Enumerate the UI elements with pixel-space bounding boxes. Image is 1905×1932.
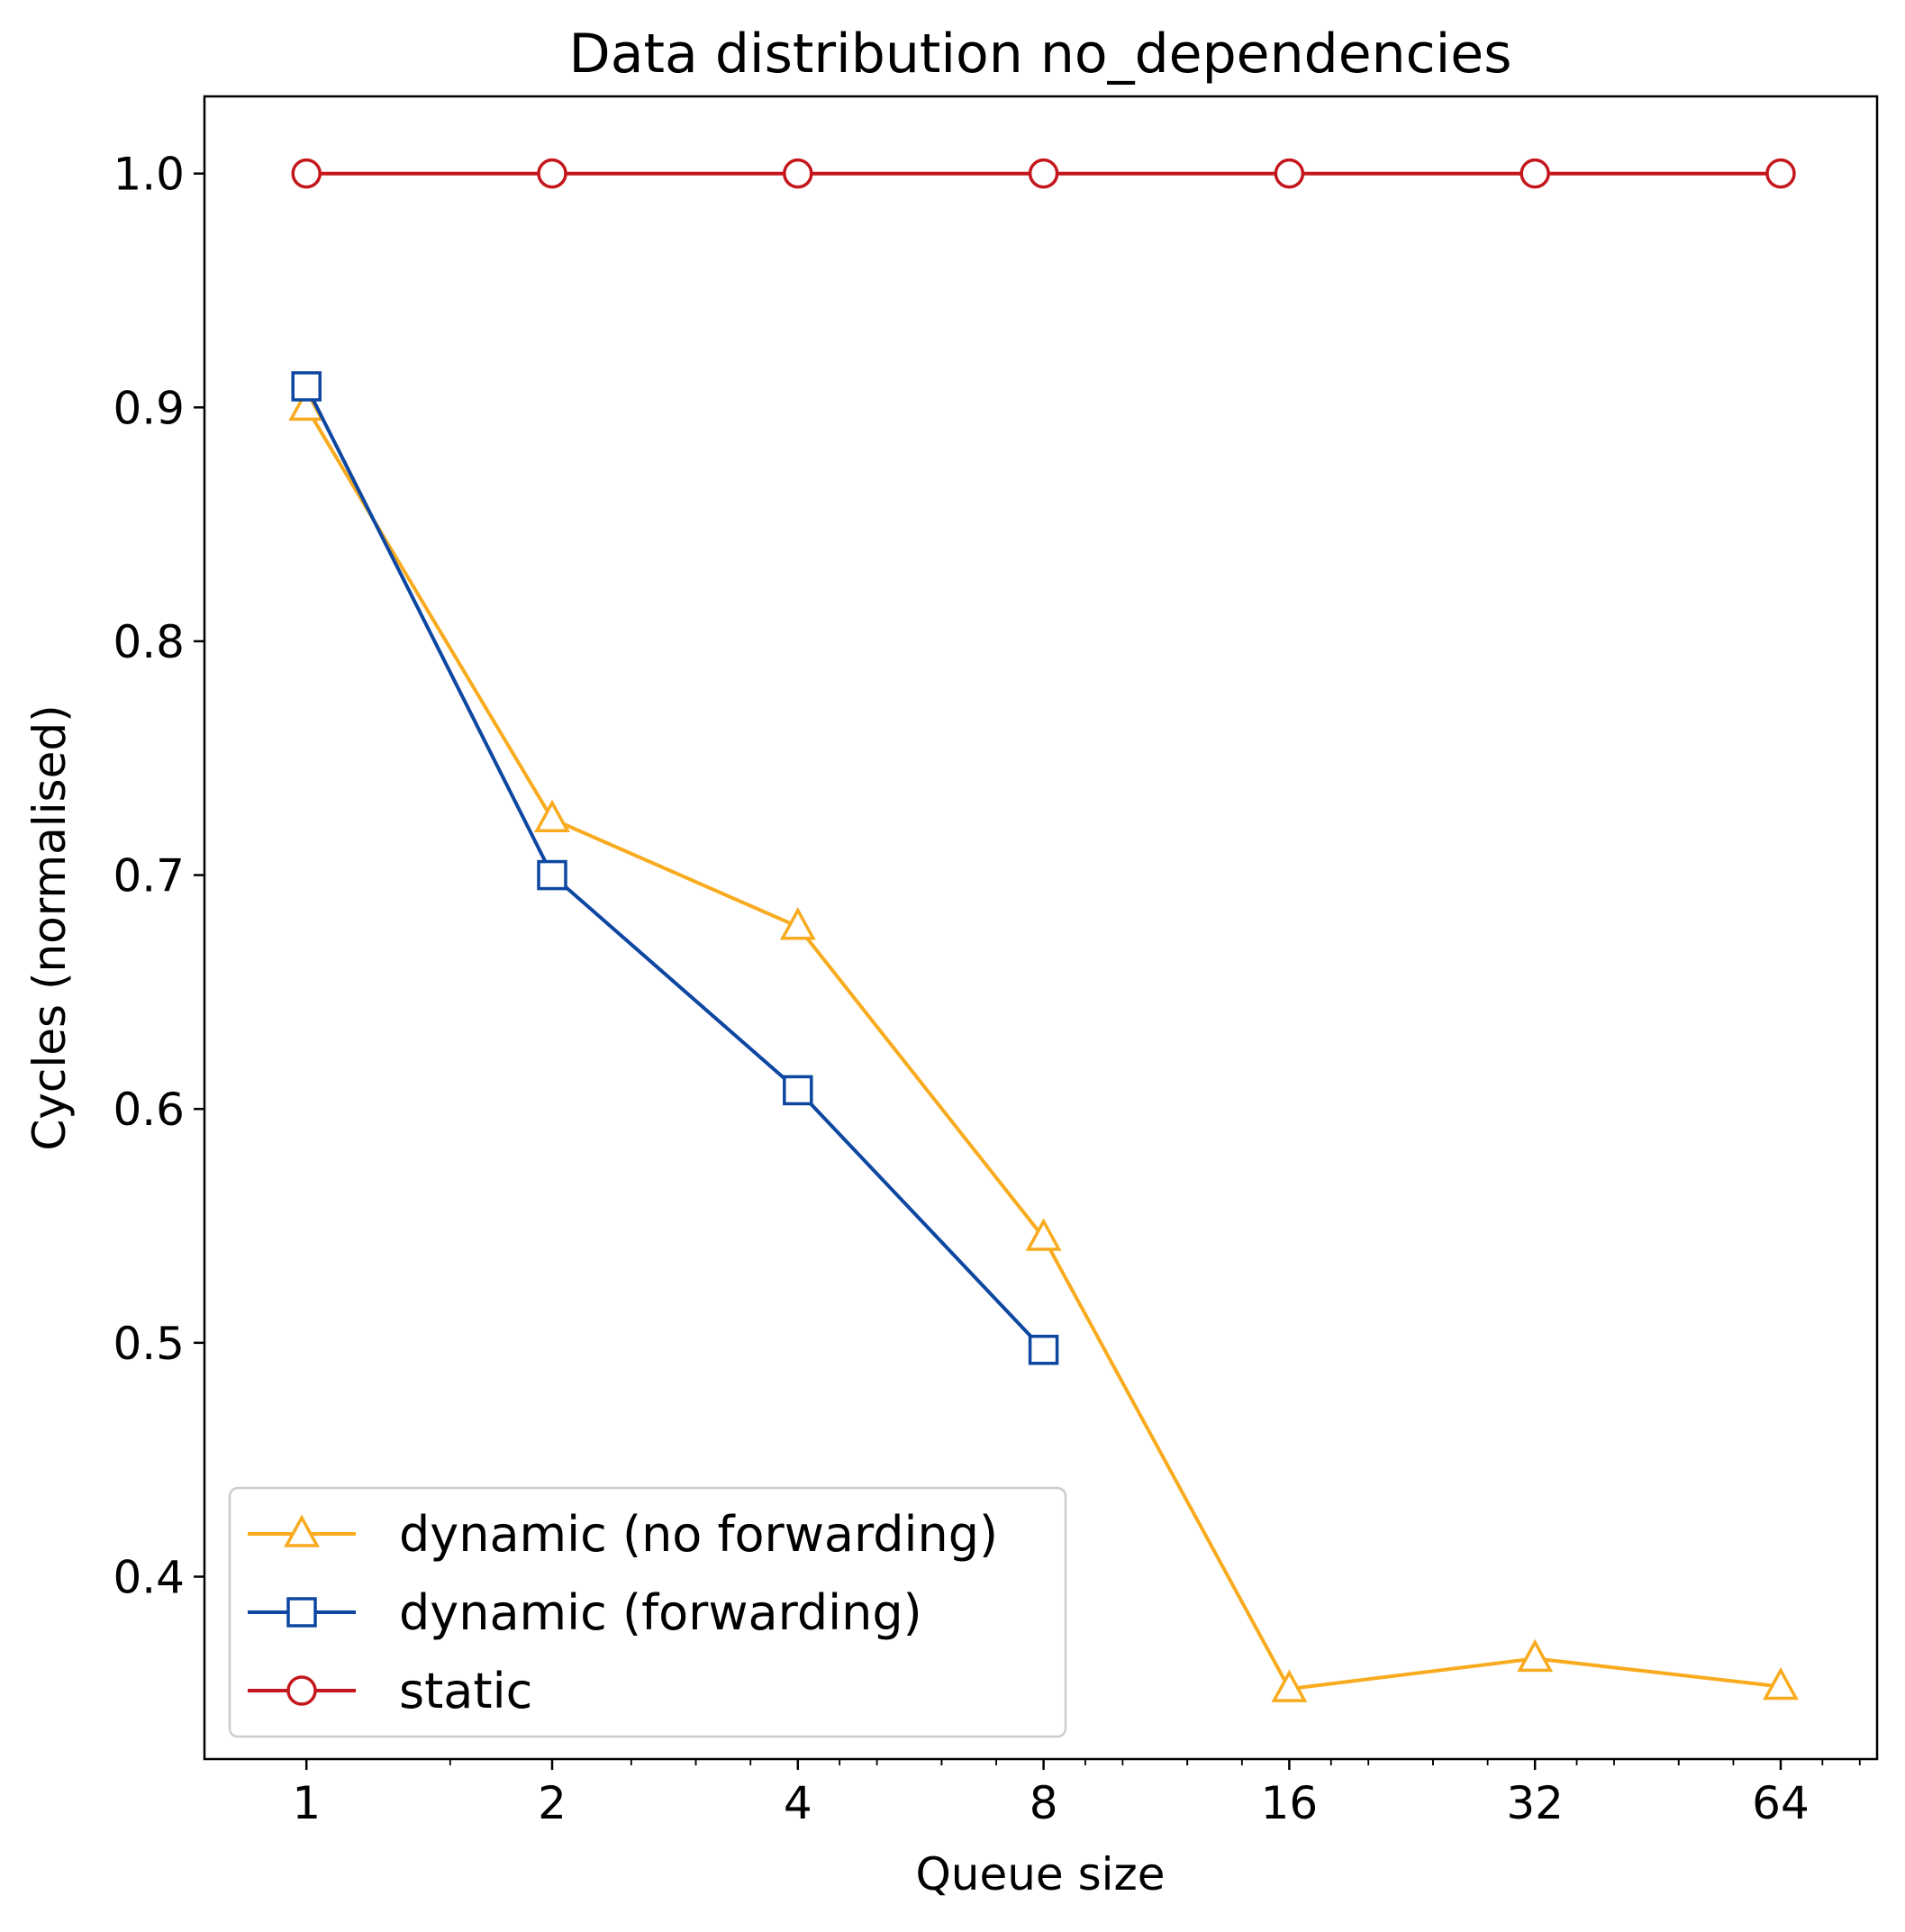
y-axis-label: Cycles (normalised) — [23, 704, 76, 1150]
x-tick-label: 4 — [784, 1777, 812, 1829]
data-point — [1274, 158, 1305, 189]
x-tick-label: 32 — [1506, 1777, 1564, 1829]
x-tick-label: 8 — [1030, 1777, 1058, 1829]
legend-label: dynamic (forwarding) — [399, 1584, 922, 1641]
x-axis-label: Queue size — [915, 1848, 1165, 1900]
chart-marks — [288, 158, 1799, 1702]
data-point — [291, 158, 322, 189]
data-point — [1765, 158, 1796, 189]
x-tick-label: 2 — [538, 1777, 567, 1829]
series-2 — [291, 158, 1796, 189]
y-tick-label: 0.6 — [113, 1084, 185, 1136]
legend-marker — [286, 1675, 317, 1706]
y-tick-label: 0.7 — [113, 850, 185, 903]
y-tick-label: 0.9 — [113, 382, 185, 434]
data-point — [537, 158, 567, 189]
data-point — [783, 158, 813, 189]
legend-label: static — [399, 1663, 532, 1719]
data-point — [1028, 158, 1059, 189]
data-point — [783, 1075, 813, 1106]
legend-item: dynamic (no forwarding) — [248, 1506, 998, 1563]
data-point — [1519, 158, 1550, 189]
data-point — [534, 799, 570, 833]
data-point — [1271, 1669, 1308, 1702]
series-1 — [291, 371, 1059, 1365]
data-point — [537, 859, 567, 891]
chart-title: Data distribution no_dependencies — [569, 23, 1512, 86]
data-point — [1763, 1666, 1799, 1701]
legend-box — [228, 1486, 1067, 1738]
data-point — [1028, 1334, 1059, 1365]
data-point — [1517, 1638, 1554, 1673]
legend-items: dynamic (no forwarding) dynamic (forwardi… — [248, 1506, 998, 1719]
legend-marker — [286, 1597, 317, 1628]
legend-label: dynamic (no forwarding) — [399, 1506, 998, 1563]
x-tick-label: 16 — [1261, 1777, 1319, 1829]
data-point — [779, 907, 816, 940]
y-tick-label: 0.5 — [113, 1318, 185, 1370]
legend-item: dynamic (forwarding) — [248, 1584, 922, 1641]
plot-frame — [203, 95, 1879, 1761]
data-point — [1025, 1218, 1062, 1251]
legend-marker — [284, 1514, 320, 1547]
x-tick-label: 64 — [1752, 1777, 1810, 1829]
legend-item: static — [248, 1663, 532, 1719]
series-line — [304, 384, 1047, 1353]
y-tick-label: 0.4 — [113, 1551, 185, 1603]
y-tick-label: 1.0 — [113, 149, 185, 201]
data-point — [291, 371, 322, 402]
axis-ticks: 0.4 0.5 0.6 0.7 0.8 0.9 1.0 1 2 4 8 16 32 64 — [113, 149, 1861, 1829]
x-tick-label: 1 — [292, 1777, 321, 1829]
legend: dynamic (no forwarding) dynamic (forwardi… — [228, 1486, 1067, 1738]
y-tick-label: 0.8 — [113, 616, 185, 668]
